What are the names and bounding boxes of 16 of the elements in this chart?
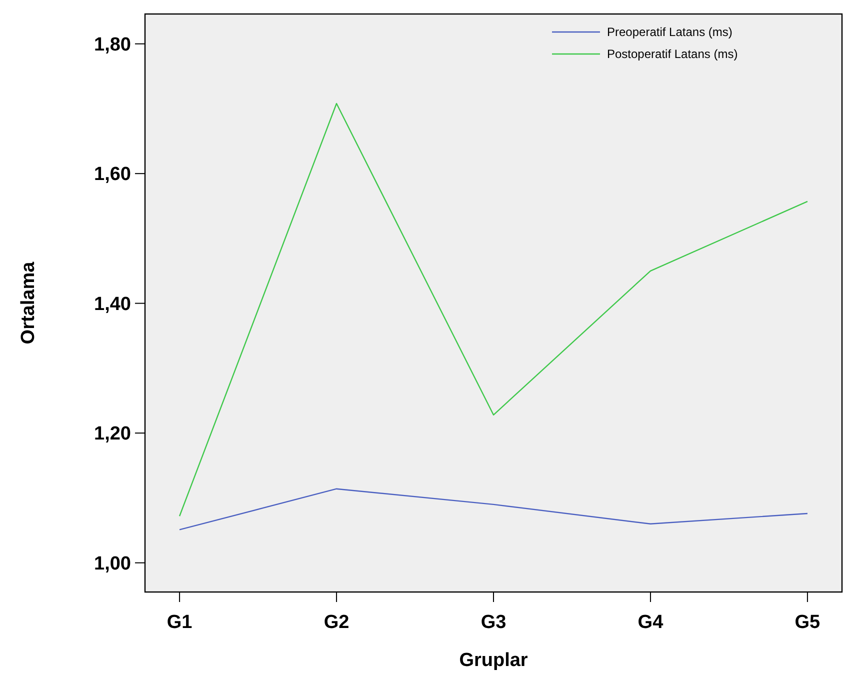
line-series bbox=[178, 488, 808, 530]
line-series bbox=[178, 102, 808, 517]
x-tick-label: G5 bbox=[794, 612, 821, 633]
y-tick-label: 1,80 bbox=[94, 34, 131, 56]
x-tick-label: G1 bbox=[166, 612, 193, 633]
x-axis-title: Gruplar bbox=[459, 650, 528, 671]
x-tick-label: G3 bbox=[480, 612, 506, 633]
y-tick-label: 1,20 bbox=[94, 424, 131, 445]
y-tick-label: 1,40 bbox=[94, 294, 131, 315]
y-tick-label: 1,60 bbox=[94, 164, 131, 186]
x-tick-label: G4 bbox=[638, 612, 664, 633]
x-tick-label: G2 bbox=[324, 612, 350, 633]
legend-label: Postoperatif Latans (ms) bbox=[607, 47, 738, 62]
y-tick-label: 1,00 bbox=[94, 553, 131, 574]
legend-label: Preoperatif Latans (ms) bbox=[607, 25, 732, 40]
y-axis-title: Ortalama bbox=[18, 261, 39, 344]
